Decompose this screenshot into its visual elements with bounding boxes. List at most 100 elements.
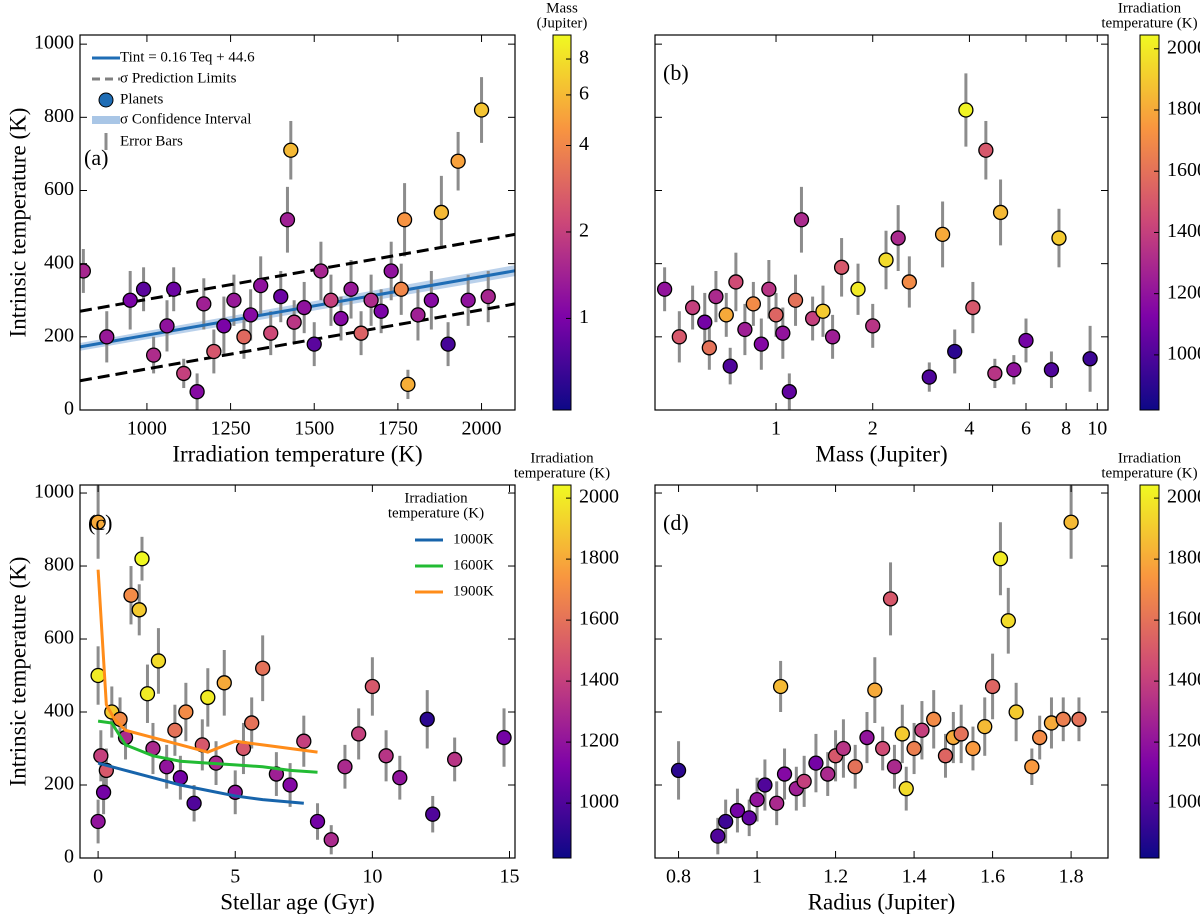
planet-point	[965, 299, 981, 316]
planet-point	[757, 777, 773, 793]
colorbar-label: (Jupiter)	[537, 15, 588, 31]
plot-area	[90, 485, 512, 855]
planet-point	[255, 660, 271, 676]
x-tick-label: 4	[964, 418, 974, 440]
colorbar-tick-label: 1	[579, 306, 589, 328]
axes-frame	[79, 484, 516, 859]
y-tick-label: 0	[64, 846, 74, 868]
planet-point	[243, 307, 259, 323]
legend-label: σ Prediction Limits	[120, 70, 237, 86]
planet-point	[808, 755, 824, 771]
planet-point	[769, 795, 785, 811]
planet-point	[216, 675, 232, 691]
planet-point	[867, 682, 883, 698]
legend-label: σ Confidence Interval	[120, 111, 251, 127]
planet-point	[835, 740, 852, 757]
panel-label: (b)	[663, 60, 689, 85]
planet-point	[186, 795, 202, 811]
planet-point	[383, 263, 399, 279]
planet-point	[433, 204, 450, 221]
colorbar-tick-label: 1000	[579, 791, 619, 813]
colorbar-tick-label: 6	[579, 83, 589, 105]
planet-point	[166, 281, 182, 297]
planet-point	[761, 281, 777, 297]
colorbar-tick-label: 2	[579, 220, 589, 242]
planet-point	[306, 336, 322, 352]
planet-point	[323, 292, 339, 308]
planet-point	[1006, 362, 1022, 378]
plot-area	[656, 73, 1098, 410]
planet-point	[914, 722, 930, 738]
x-axis-label: Irradiation temperature (K)	[172, 441, 422, 466]
planet-point	[741, 810, 757, 826]
y-tick-label: 800	[44, 554, 74, 576]
planet-point	[1082, 351, 1098, 367]
planet-point	[722, 358, 738, 374]
planet-point	[447, 751, 463, 768]
planet-point	[776, 766, 793, 782]
legend-label: Planets	[120, 91, 163, 107]
x-tick-label: 0.8	[666, 866, 691, 888]
planet-point	[901, 274, 917, 290]
planet-point	[279, 212, 296, 228]
x-tick-label: 1000	[127, 418, 167, 440]
planet-point	[729, 802, 746, 819]
planet-point	[953, 726, 969, 742]
colorbar-tick-label: 1000	[1167, 342, 1200, 364]
colorbar-tick-label: 2000	[579, 486, 619, 508]
x-tick-label: 1	[771, 418, 781, 440]
legend-label: 1600K	[453, 557, 494, 573]
planet-point	[684, 299, 701, 316]
colorbar-label: temperature (K)	[1101, 15, 1197, 31]
planet-point	[80, 263, 91, 279]
planet-point	[313, 263, 329, 279]
planet-point	[392, 770, 408, 786]
planet-point	[745, 296, 762, 312]
planet-point	[159, 318, 175, 334]
planet-point	[1051, 230, 1067, 246]
x-tick-label: 1250	[211, 418, 251, 440]
planet-point	[473, 102, 490, 118]
planet-point	[400, 376, 416, 393]
planet-point	[460, 292, 476, 308]
planet-point	[878, 252, 894, 268]
planet-point	[947, 343, 963, 360]
planet-point	[425, 806, 441, 822]
colorbar-tick-label: 1800	[1167, 98, 1200, 120]
planet-point	[772, 678, 789, 695]
planet-point	[122, 292, 138, 308]
planet-point	[898, 781, 914, 797]
x-axis-label: Mass (Jupiter)	[815, 441, 947, 466]
line	[97, 761, 304, 805]
planet-point	[824, 329, 841, 345]
axes-frame	[79, 34, 516, 411]
planet-point	[1043, 362, 1060, 378]
planet-point	[333, 310, 349, 327]
colorbar-tick-label: 4	[579, 133, 589, 155]
planet-point	[926, 711, 942, 727]
planet-point	[206, 343, 222, 360]
colorbar-label: temperature (K)	[514, 465, 610, 481]
planet-point	[273, 288, 289, 305]
panel-label: (a)	[84, 145, 108, 170]
legend-label: Error Bars	[120, 133, 183, 149]
colorbar-tick-label: 2000	[1167, 36, 1200, 58]
x-tick-label: 1.2	[823, 866, 848, 888]
planet-point	[150, 653, 167, 669]
planet-point	[363, 292, 379, 308]
planet-point	[135, 281, 152, 297]
planet-point	[728, 274, 744, 290]
x-tick-label: 1.4	[902, 866, 927, 888]
colorbar-tick-label: 2000	[1167, 486, 1200, 508]
legend-band	[92, 116, 120, 124]
planet-point	[753, 336, 769, 352]
x-tick-label: 5	[230, 866, 240, 888]
planet-point	[775, 325, 791, 341]
planet-point	[189, 384, 205, 400]
legend-label: 1900K	[453, 583, 494, 599]
colorbar-label: Mass	[546, 0, 578, 16]
x-tick-label: 6	[1021, 418, 1031, 440]
x-tick-label: 2	[868, 418, 878, 440]
y-axis-label: Intrinsic temperature (K)	[5, 108, 30, 338]
x-tick-label: 1	[752, 866, 762, 888]
